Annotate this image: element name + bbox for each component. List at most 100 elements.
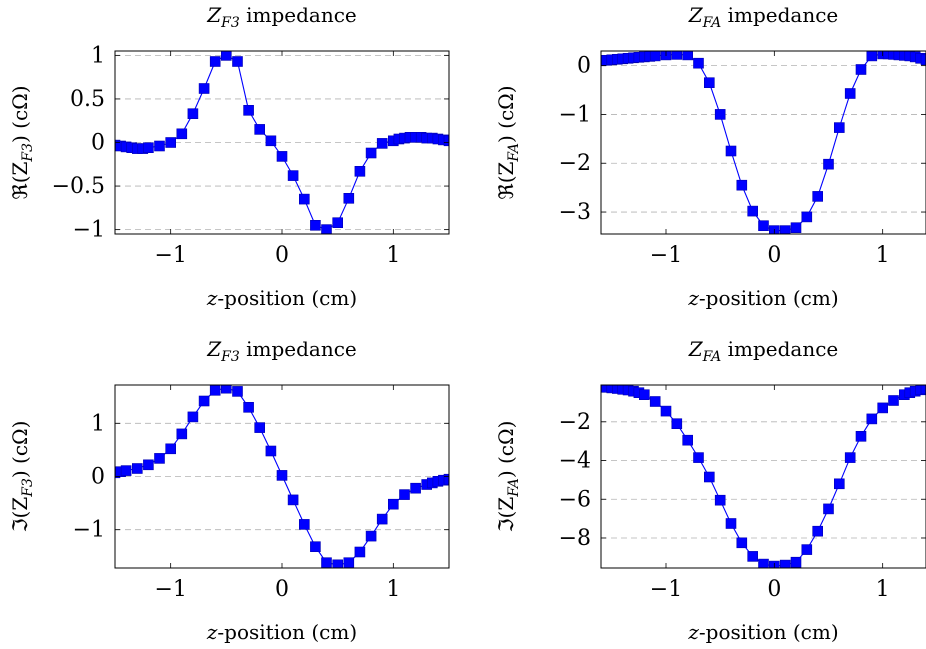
x-tick-label-re-zfa-0: −1 [650, 243, 682, 268]
data-point-im-zfa-28 [855, 430, 867, 442]
data-point-re-zf3-24 [343, 193, 355, 204]
x-tick-label-im-zfa-0: −1 [650, 577, 682, 602]
y-tick-label-re-zfa-2: −1 [559, 102, 591, 127]
data-point-im-zf3-21 [332, 559, 344, 568]
data-point-re-zfa-14 [693, 57, 704, 69]
data-point-im-zfa-9 [649, 396, 661, 407]
data-point-re-zf3-38 [443, 135, 449, 147]
data-point-re-zfa-12 [671, 51, 683, 60]
y-tick-label-re-zfa-3: 0 [577, 54, 591, 79]
data-point-im-zf3-2 [120, 465, 132, 476]
data-point-im-zf3-19 [310, 541, 321, 553]
data-point-re-zf3-11 [198, 83, 210, 94]
data-point-re-zf3-6 [143, 142, 154, 153]
data-point-im-zf3-14 [254, 422, 265, 433]
data-point-im-zf3-5 [154, 453, 165, 464]
data-point-im-zf3-3 [132, 463, 143, 474]
y-axis-label-im-zfa: ℑ(ZFA) (cΩ) [494, 421, 522, 533]
data-point-im-zfa-36 [920, 385, 926, 395]
data-point-re-zf3-19 [287, 170, 299, 181]
data-point-im-zf3-16 [276, 470, 288, 481]
data-point-im-zf3-11 [221, 385, 232, 394]
series-group-re-zf3 [115, 51, 449, 234]
data-point-im-zf3-8 [187, 411, 199, 423]
data-point-im-zf3-12 [232, 386, 243, 397]
data-point-re-zfa-13 [682, 51, 694, 61]
data-point-re-zf3-27 [376, 138, 388, 149]
data-point-re-zf3-16 [254, 124, 265, 135]
chart-im-zfa: −1 0 1 −8 −6 −4 −2 ZFA impedance z-position (cm)… [494, 337, 926, 644]
chart-title-im-zf3: ZF3 impedance [206, 337, 357, 365]
y-tick-label-im-zfa-1: −6 [559, 487, 591, 512]
y-tick-label-im-zfa-3: −2 [559, 410, 591, 435]
axes-frame-re-zfa [600, 50, 926, 235]
data-point-re-zf3-18 [276, 151, 288, 162]
data-point-re-zfa-10 [649, 51, 661, 62]
data-point-im-zf3-22 [343, 557, 355, 568]
data-point-re-zf3-12 [209, 56, 221, 67]
data-point-re-zf3-7 [154, 140, 165, 152]
data-point-im-zf3-4 [143, 459, 154, 471]
x-tick-label-im-zf3-0: −1 [154, 577, 186, 602]
y-axis-label-re-zf3: ℜ(ZF3) (cΩ) [8, 85, 36, 199]
data-point-re-zfa-23 [790, 222, 802, 233]
data-point-im-zf3-13 [243, 401, 254, 413]
data-point-re-zfa-27 [833, 122, 845, 133]
y-tick-label-re-zf3-2: 0 [91, 131, 105, 156]
x-tick-label-re-zfa-2: 1 [876, 243, 890, 268]
chart-title-re-zf3: ZF3 impedance [206, 3, 357, 31]
data-point-re-zf3-25 [354, 166, 366, 177]
x-tick-label-re-zf3-0: −1 [154, 243, 186, 268]
data-point-re-zf3-23 [332, 217, 344, 228]
data-point-im-zf3-28 [410, 482, 421, 494]
data-point-im-zf3-17 [287, 494, 299, 506]
data-point-im-zf3-26 [387, 498, 399, 510]
data-point-im-zfa-14 [703, 471, 715, 483]
data-point-im-zf3-20 [321, 557, 332, 568]
data-point-im-zfa-22 [790, 556, 802, 568]
x-tick-label-im-zf3-1: 0 [275, 577, 289, 602]
data-point-im-zfa-8 [638, 389, 650, 401]
data-point-im-zf3-33 [443, 473, 449, 485]
data-point-re-zf3-9 [176, 128, 188, 140]
data-point-re-zfa-29 [855, 64, 867, 75]
x-tick-label-im-zfa-1: 0 [767, 577, 781, 602]
y-tick-label-re-zf3-3: 0.5 [70, 87, 105, 112]
data-point-re-zfa-39 [920, 54, 926, 66]
data-point-im-zfa-31 [888, 395, 899, 406]
chart-title-im-zfa: ZFA impedance [688, 337, 839, 365]
chart-im-zf3: −1 0 1 −1 0 1 ZF3 impedance z-position (cm) ℑ(ZF… [8, 337, 450, 644]
data-point-im-zfa-21 [779, 559, 791, 568]
data-point-re-zf3-21 [310, 220, 321, 231]
data-point-im-zfa-29 [866, 413, 878, 425]
data-point-im-zfa-11 [671, 418, 683, 430]
data-point-im-zf3-9 [198, 395, 210, 407]
y-tick-label-re-zf3-4: 1 [91, 43, 105, 68]
data-point-im-zf3-24 [365, 530, 377, 542]
chart-re-zf3: −1 0 1 −1 −0.5 0 0.5 1 ZF3 impedance z-position (… [8, 3, 450, 310]
data-point-re-zfa-24 [801, 211, 813, 223]
series-line-im-zf3 [115, 387, 449, 566]
chart-re-zfa: −1 0 1 −3 −2 −1 0 ZFA impedance z-position (cm) ℜ… [494, 3, 926, 310]
data-point-im-zfa-26 [833, 478, 845, 490]
data-point-im-zfa-19 [758, 558, 769, 568]
data-point-im-zf3-7 [176, 428, 188, 440]
data-point-re-zf3-13 [221, 51, 232, 61]
y-axis-label-re-zfa: ℜ(ZFA) (cΩ) [494, 85, 522, 199]
y-tick-label-im-zf3-2: 1 [91, 411, 105, 436]
data-point-im-zf3-23 [354, 546, 366, 558]
data-point-re-zf3-14 [232, 56, 243, 67]
data-point-re-zf3-26 [365, 147, 377, 159]
y-tick-label-re-zf3-0: −1 [73, 218, 105, 243]
data-point-im-zfa-24 [812, 525, 824, 537]
x-tick-label-re-zf3-2: 1 [386, 243, 400, 268]
data-point-im-zfa-18 [747, 551, 759, 562]
data-point-im-zfa-16 [725, 518, 737, 529]
data-point-re-zfa-30 [866, 51, 878, 62]
data-point-im-zf3-18 [298, 519, 310, 530]
data-point-re-zfa-20 [758, 220, 769, 231]
data-point-re-zfa-28 [844, 88, 856, 99]
y-tick-label-re-zfa-0: −3 [559, 200, 591, 225]
data-point-im-zfa-30 [877, 402, 889, 414]
